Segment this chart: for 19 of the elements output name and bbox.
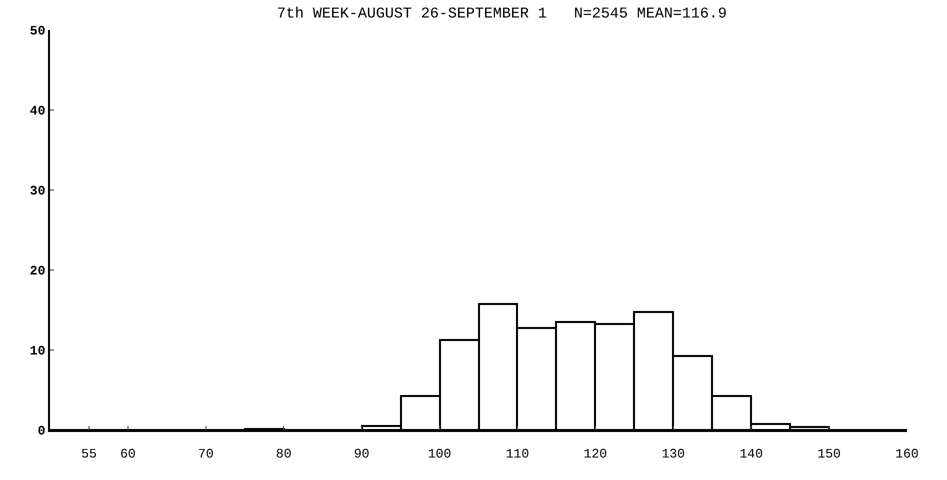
x-tick-label: 60 [120, 446, 136, 462]
x-tick-label: 140 [739, 446, 763, 462]
y-tick-label: 50 [30, 24, 46, 39]
x-tick-label: 80 [276, 446, 292, 462]
x-tick-label: 150 [817, 446, 841, 462]
y-tick-label: 10 [30, 344, 46, 359]
x-tick-label: 100 [428, 446, 452, 462]
x-tick-label: 110 [506, 446, 530, 462]
chart-title: 7th WEEK-AUGUST 26-SEPTEMBER 1 N=2545 MEAN=116.9 [276, 6, 727, 23]
x-tick-label: 130 [662, 446, 685, 462]
y-tick-label: 30 [30, 184, 46, 199]
y-tick-label: 40 [30, 104, 46, 119]
y-tick-label: 20 [30, 264, 46, 279]
x-tick-label: 70 [198, 446, 214, 462]
x-tick-label: 55 [81, 446, 97, 462]
x-tick-label: 90 [354, 446, 370, 462]
x-tick-label: 120 [584, 446, 608, 462]
x-tick-label: 160 [895, 446, 919, 462]
y-tick-label: 0 [38, 424, 46, 439]
